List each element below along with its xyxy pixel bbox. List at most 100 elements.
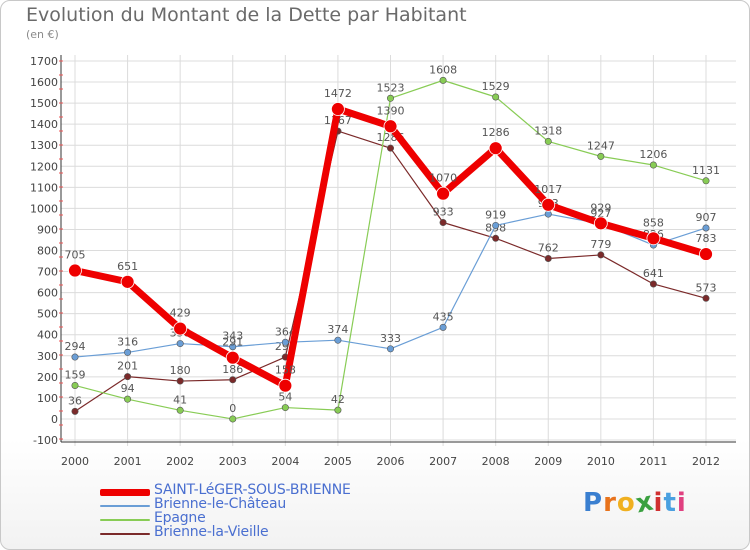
- data-point: [702, 294, 710, 302]
- y-tick-label: -100: [33, 434, 58, 447]
- data-label: 42: [331, 393, 345, 406]
- y-tick-label: 700: [37, 266, 58, 279]
- data-label: 54: [278, 391, 292, 404]
- data-point: [71, 353, 79, 361]
- data-label: 1529: [482, 80, 510, 93]
- x-tick-label: 2010: [587, 455, 615, 468]
- data-point: [492, 93, 500, 101]
- y-tick-label: 100: [37, 392, 58, 405]
- data-point: [439, 218, 447, 226]
- data-point: [488, 141, 503, 156]
- data-label: 374: [327, 323, 348, 336]
- data-label: 651: [117, 260, 138, 273]
- data-label: 1206: [639, 148, 667, 161]
- data-point: [492, 221, 500, 229]
- data-point: [334, 336, 342, 344]
- data-point: [383, 119, 398, 134]
- x-tick-label: 2004: [271, 455, 299, 468]
- data-point: [386, 144, 394, 152]
- data-point: [124, 373, 132, 381]
- legend-swatch: [100, 533, 150, 535]
- data-label: 641: [643, 267, 664, 280]
- data-label: 1247: [587, 139, 615, 152]
- data-point: [597, 152, 605, 160]
- data-point: [71, 407, 79, 415]
- data-point: [278, 378, 293, 393]
- legend-item: Brienne-la-Vieille: [100, 524, 400, 540]
- data-point: [702, 224, 710, 232]
- data-label: 1131: [692, 164, 720, 177]
- data-label: 0: [229, 402, 236, 415]
- data-point: [281, 404, 289, 412]
- y-tick-label: 400: [37, 329, 58, 342]
- data-label: 779: [590, 238, 611, 251]
- data-point: [124, 395, 132, 403]
- data-point: [331, 102, 345, 116]
- data-label: 364: [275, 325, 296, 338]
- y-tick-label: 1400: [30, 118, 58, 131]
- legend-swatch: [100, 519, 150, 521]
- data-label: 858: [643, 216, 664, 229]
- legend-label: Epagne: [154, 510, 206, 526]
- data-point: [649, 161, 657, 169]
- y-tick-label: 900: [37, 223, 58, 236]
- x-tick-label: 2003: [219, 455, 247, 468]
- data-point: [176, 377, 184, 385]
- data-label: 429: [170, 307, 191, 320]
- data-label: 1017: [534, 183, 562, 196]
- data-label: 159: [65, 368, 86, 381]
- legend-item: Brienne-le-Château: [100, 496, 400, 512]
- data-point: [386, 94, 394, 102]
- y-tick-label: 1200: [30, 160, 58, 173]
- data-point: [334, 406, 342, 414]
- data-point: [544, 137, 552, 145]
- chart-title: Evolution du Montant de la Dette par Hab…: [26, 4, 467, 26]
- data-label: 573: [696, 281, 717, 294]
- x-tick-label: 2008: [482, 455, 510, 468]
- data-label: 180: [170, 364, 191, 377]
- x-tick-label: 2009: [534, 455, 562, 468]
- data-label: 41: [173, 393, 187, 406]
- data-point: [436, 186, 450, 201]
- x-tick-label: 2011: [639, 455, 667, 468]
- data-point: [649, 280, 657, 288]
- data-point: [124, 348, 132, 356]
- data-point: [544, 255, 552, 263]
- data-label: 333: [380, 332, 401, 345]
- data-point: [646, 231, 661, 246]
- legend-swatch: [100, 489, 150, 496]
- data-point: [439, 76, 447, 84]
- legend-swatch: [100, 505, 150, 507]
- data-point: [492, 234, 500, 242]
- y-tick-label: 1100: [30, 181, 58, 194]
- data-label: 929: [590, 201, 611, 214]
- y-tick-label: 800: [37, 245, 58, 258]
- legend-item: SAINT-LéGER-SOUS-BRIENNE: [100, 482, 400, 498]
- data-point: [702, 177, 710, 185]
- data-point: [544, 210, 552, 218]
- x-tick-label: 2001: [114, 455, 142, 468]
- data-label: 1390: [377, 104, 405, 117]
- data-label: 158: [275, 364, 296, 377]
- data-label: 1070: [429, 172, 457, 185]
- legend-label: Brienne-le-Château: [154, 496, 287, 512]
- data-label: 1286: [482, 126, 510, 139]
- y-tick-label: 1500: [30, 97, 58, 110]
- y-tick-label: 600: [37, 287, 58, 300]
- y-tick-label: 1300: [30, 139, 58, 152]
- proxiti-logo: Proxiti: [583, 486, 687, 520]
- data-label: 36: [68, 394, 82, 407]
- data-label: 343: [222, 330, 243, 343]
- data-label: 291: [222, 336, 243, 349]
- data-label: 1523: [377, 81, 405, 94]
- data-label: 933: [433, 205, 454, 218]
- legend-label: SAINT-LéGER-SOUS-BRIENNE: [154, 482, 351, 498]
- y-tick-label: 200: [37, 371, 58, 384]
- data-point: [593, 216, 608, 231]
- data-point: [68, 263, 82, 278]
- data-label: 435: [433, 310, 454, 323]
- data-label: 201: [117, 360, 138, 373]
- data-point: [229, 376, 237, 384]
- data-point: [699, 247, 713, 261]
- data-label: 927: [590, 207, 611, 220]
